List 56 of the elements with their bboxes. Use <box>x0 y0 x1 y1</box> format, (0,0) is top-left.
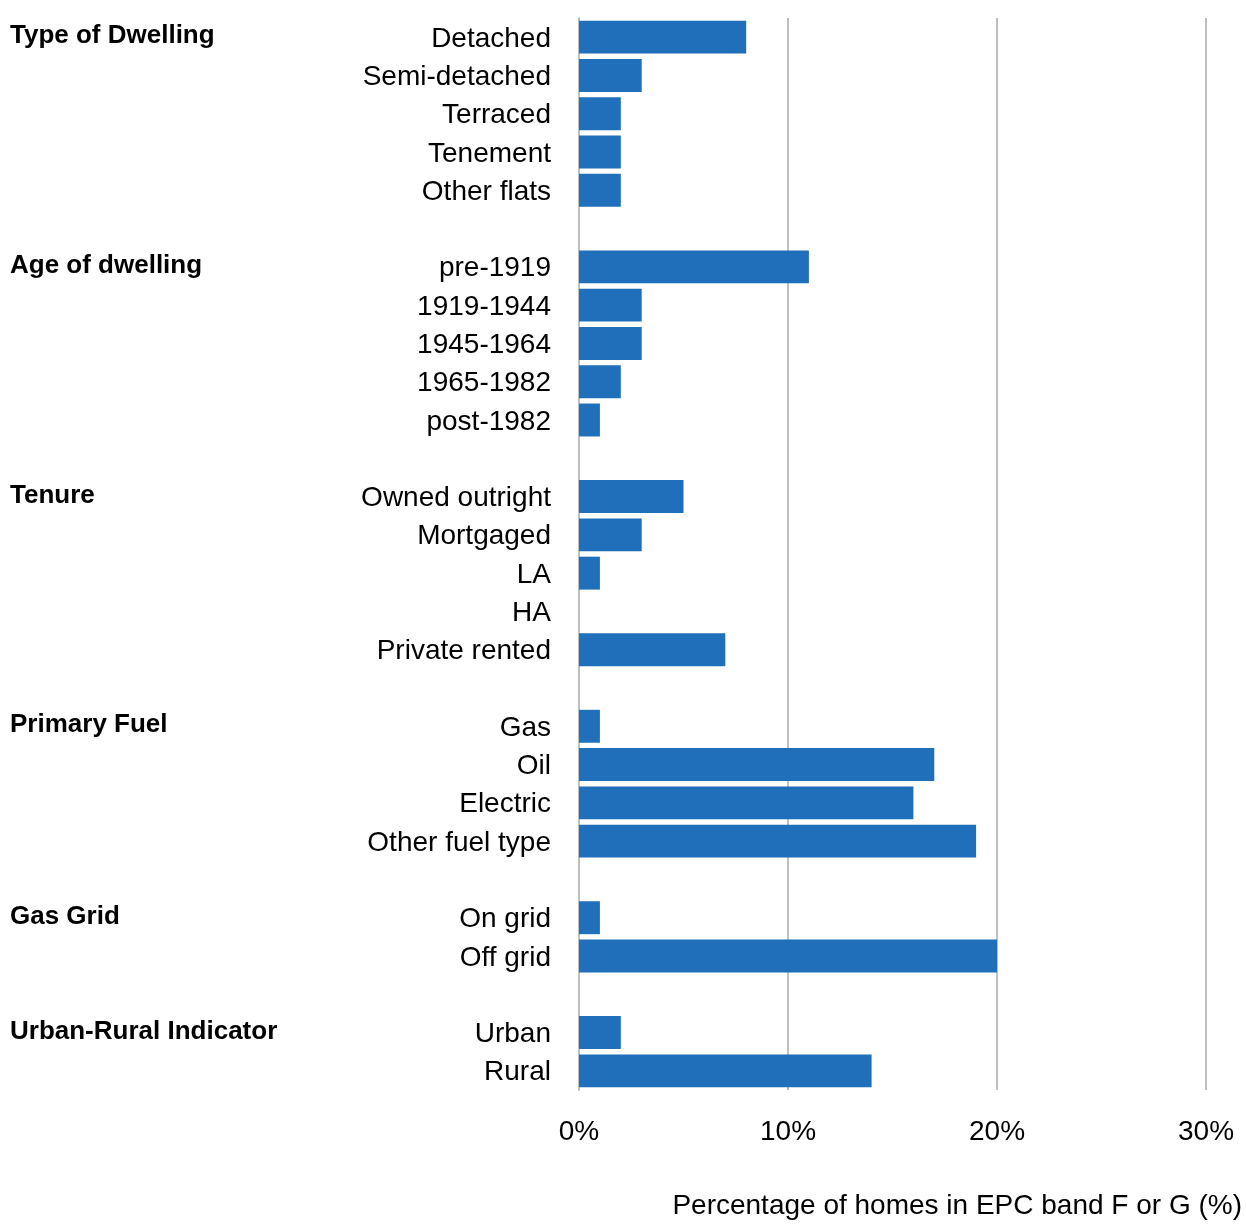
text: Tenure <box>10 478 95 509</box>
bar <box>579 135 621 169</box>
bar <box>579 250 809 284</box>
y-tick-label: post-1982 <box>426 404 551 436</box>
bar <box>579 58 642 92</box>
y-tick-label: 1965-1982 <box>417 366 551 398</box>
bar <box>579 288 642 322</box>
bar <box>579 901 600 935</box>
y-tick-label: LA <box>516 557 552 589</box>
bar <box>579 709 600 743</box>
bar <box>579 365 621 399</box>
y-tick-label: Tenement <box>428 136 552 168</box>
x-tick-label: 0% <box>558 1114 600 1146</box>
y-tick-label: Terraced <box>442 98 551 130</box>
text: Primary Fuel <box>10 708 168 739</box>
text: Age of dwelling <box>10 248 203 279</box>
bar <box>579 326 642 360</box>
y-tick-label: Other fuel type <box>367 825 551 857</box>
text: Type of Dwelling <box>10 19 215 50</box>
y-tick-label: Semi-detached <box>362 59 551 91</box>
x-tick-label: 10% <box>759 1114 817 1146</box>
y-tick-label: Private rented <box>376 634 551 666</box>
bar <box>579 1016 621 1050</box>
bar <box>579 173 621 207</box>
bar <box>579 1054 872 1088</box>
y-tick-label: 1945-1964 <box>417 327 551 359</box>
bar <box>579 480 684 514</box>
y-tick-label: pre-1919 <box>438 251 551 283</box>
y-tick-label: Oil <box>516 749 551 781</box>
y-tick-label: 1919-1944 <box>417 289 551 321</box>
bar <box>579 403 600 437</box>
text: Gas Grid <box>10 899 120 930</box>
y-tick-label: Rural <box>484 1055 551 1087</box>
y-tick-label: Gas <box>499 710 551 742</box>
x-tick-label: 20% <box>968 1114 1026 1146</box>
y-tick-label: Other flats <box>421 174 551 206</box>
x-axis-title: Percentage of homes in EPC band F or G (%) <box>672 1188 1243 1220</box>
bar <box>579 20 747 54</box>
y-tick-label: Urban <box>474 1017 551 1049</box>
y-tick-label: Mortgaged <box>417 519 551 551</box>
bar <box>579 633 726 667</box>
bar <box>579 518 642 552</box>
y-tick-label: On grid <box>459 902 551 934</box>
text: Urban-Rural Indicator <box>10 1014 278 1045</box>
bar <box>579 786 914 820</box>
bar <box>579 97 621 131</box>
bar <box>579 748 935 782</box>
y-tick-label: Off grid <box>459 940 551 972</box>
bar <box>579 939 997 973</box>
x-tick-label: 30% <box>1177 1114 1235 1146</box>
y-tick-label: Electric <box>459 787 551 819</box>
bar <box>579 556 600 590</box>
y-tick-label: Owned outright <box>361 481 552 513</box>
bar <box>579 824 977 858</box>
y-tick-label: HA <box>512 595 552 627</box>
y-tick-label: Detached <box>431 21 551 53</box>
